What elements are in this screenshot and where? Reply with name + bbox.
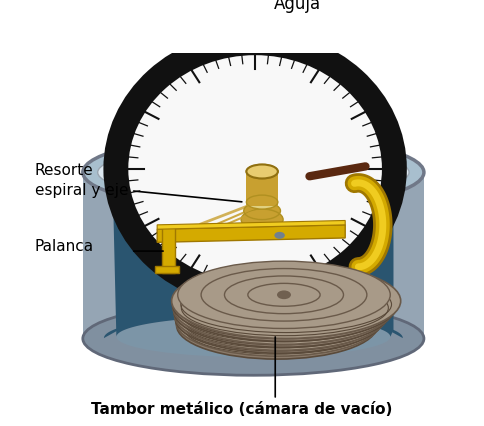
Ellipse shape (175, 279, 387, 350)
Ellipse shape (174, 276, 391, 347)
Text: Palanca: Palanca (35, 239, 94, 254)
Text: Aguja: Aguja (274, 0, 321, 13)
Text: Tambor metálico (cámara de vacío): Tambor metálico (cámara de vacío) (91, 402, 393, 417)
Ellipse shape (175, 284, 384, 353)
Ellipse shape (246, 164, 278, 178)
Ellipse shape (274, 232, 285, 239)
Ellipse shape (277, 291, 291, 299)
Ellipse shape (172, 268, 397, 341)
Ellipse shape (128, 55, 382, 282)
Polygon shape (104, 173, 403, 217)
Polygon shape (104, 173, 403, 338)
Ellipse shape (83, 302, 424, 375)
Ellipse shape (241, 209, 283, 230)
Polygon shape (157, 221, 345, 229)
Polygon shape (162, 225, 175, 273)
Ellipse shape (246, 195, 278, 209)
Ellipse shape (116, 317, 391, 357)
Polygon shape (83, 173, 424, 339)
Ellipse shape (83, 135, 424, 209)
Ellipse shape (178, 261, 390, 328)
Ellipse shape (172, 263, 401, 338)
Polygon shape (83, 173, 131, 339)
Polygon shape (246, 172, 278, 207)
Ellipse shape (244, 202, 281, 219)
Ellipse shape (120, 46, 391, 291)
Polygon shape (113, 198, 393, 337)
Polygon shape (154, 266, 179, 273)
Polygon shape (376, 173, 424, 339)
Ellipse shape (176, 288, 381, 356)
Text: Resorte
espiral y eje: Resorte espiral y eje (35, 163, 128, 198)
Ellipse shape (98, 145, 409, 200)
Polygon shape (157, 225, 345, 242)
Ellipse shape (177, 292, 378, 359)
Ellipse shape (173, 271, 394, 344)
